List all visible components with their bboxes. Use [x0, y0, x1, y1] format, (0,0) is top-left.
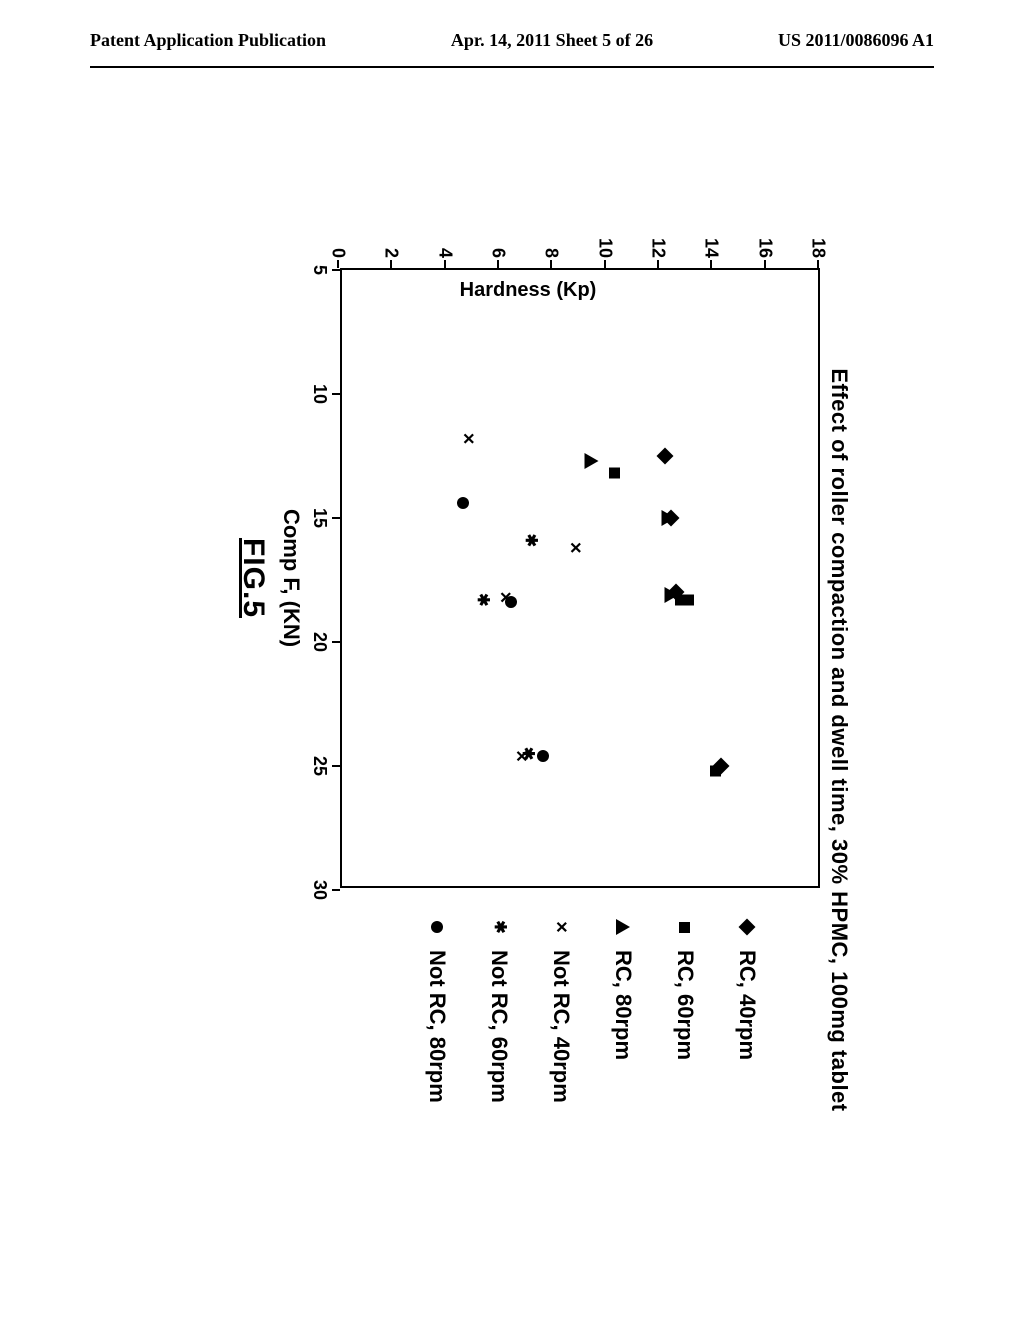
y-tick-label: 6 — [488, 248, 509, 258]
square-icon — [680, 922, 691, 933]
data-point: ✱ — [473, 593, 491, 606]
data-point: × — [564, 542, 582, 554]
legend-item: ✱ Not RC, 60rpm — [486, 914, 512, 1103]
triangle-icon — [584, 453, 598, 469]
asterisk-icon: ✱ — [523, 534, 537, 547]
legend-symbol: ✱ — [492, 914, 506, 940]
legend-symbol: × — [554, 914, 568, 940]
y-tick — [817, 260, 819, 268]
square-icon — [683, 594, 694, 605]
diamond-icon — [739, 919, 756, 936]
legend: RC, 40rpm RC, 60rpm RC, 80rpm × Not RC, 40rp… — [388, 914, 760, 1103]
x-tick — [332, 641, 340, 643]
data-point — [579, 453, 598, 469]
plot-area: 02468101214161851015202530××××✱✱✱ — [340, 268, 820, 888]
header-left: Patent Application Publication — [90, 30, 326, 51]
legend-label: Not RC, 60rpm — [486, 950, 512, 1103]
y-tick — [390, 260, 392, 268]
dot-icon — [457, 497, 469, 509]
triangle-icon — [616, 919, 630, 935]
data-point — [657, 510, 676, 526]
x-tick — [332, 765, 340, 767]
x-tick — [332, 889, 340, 891]
y-tick-label: 0 — [328, 248, 349, 258]
legend-label: RC, 80rpm — [610, 950, 636, 1060]
x-tick-label: 5 — [309, 265, 330, 275]
diamond-icon — [657, 448, 674, 465]
x-tick — [332, 393, 340, 395]
legend-symbol — [431, 914, 443, 940]
square-icon — [609, 468, 620, 479]
y-tick — [337, 260, 339, 268]
y-tick — [657, 260, 659, 268]
y-tick-label: 4 — [434, 248, 455, 258]
data-point — [654, 450, 672, 462]
legend-label: Not RC, 80rpm — [424, 950, 450, 1103]
y-tick — [497, 260, 499, 268]
x-tick-label: 15 — [309, 508, 330, 528]
legend-label: Not RC, 40rpm — [548, 950, 574, 1103]
y-tick-label: 16 — [754, 238, 775, 258]
data-point — [659, 587, 678, 603]
y-tick-label: 8 — [541, 248, 562, 258]
asterisk-icon: ✱ — [475, 593, 489, 606]
triangle-icon — [664, 587, 678, 603]
header-center: Apr. 14, 2011 Sheet 5 of 26 — [451, 30, 653, 51]
y-tick — [550, 260, 552, 268]
data-point — [604, 468, 622, 479]
x-icon: × — [461, 433, 475, 445]
data-point — [705, 765, 723, 776]
y-tick-label: 12 — [648, 238, 669, 258]
dot-icon — [537, 750, 549, 762]
x-tick-label: 25 — [309, 756, 330, 776]
y-tick-label: 10 — [594, 238, 615, 258]
y-tick — [764, 260, 766, 268]
legend-label: RC, 60rpm — [672, 950, 698, 1060]
y-tick — [710, 260, 712, 268]
y-tick-label: 14 — [701, 238, 722, 258]
x-icon: × — [554, 921, 568, 933]
x-tick — [332, 269, 340, 271]
y-tick — [444, 260, 446, 268]
header-right: US 2011/0086096 A1 — [778, 30, 934, 51]
x-axis-label: Comp F, (KN) — [278, 268, 304, 888]
data-point: × — [457, 433, 475, 445]
legend-item: RC, 80rpm — [610, 914, 636, 1103]
legend-label: RC, 40rpm — [734, 950, 760, 1060]
chart-title: Effect of roller compaction and dwell ti… — [826, 210, 852, 1270]
dot-icon — [505, 596, 517, 608]
x-tick-label: 10 — [309, 384, 330, 404]
legend-symbol — [616, 914, 630, 940]
y-tick — [604, 260, 606, 268]
data-point — [452, 497, 470, 509]
legend-symbol — [741, 914, 753, 940]
figure-container: Effect of roller compaction and dwell ti… — [172, 210, 852, 1270]
y-tick-label: 2 — [381, 248, 402, 258]
asterisk-icon: ✱ — [492, 920, 506, 933]
data-point — [532, 750, 550, 762]
x-icon: × — [568, 542, 582, 554]
data-point — [678, 594, 696, 605]
data-point: ✱ — [521, 534, 539, 547]
x-tick-label: 20 — [309, 632, 330, 652]
triangle-icon — [662, 510, 676, 526]
legend-item: RC, 60rpm — [672, 914, 698, 1103]
data-point — [500, 596, 518, 608]
dot-icon — [431, 921, 443, 933]
legend-item: RC, 40rpm — [734, 914, 760, 1103]
header-rule — [90, 66, 934, 68]
x-tick-label: 30 — [309, 880, 330, 900]
figure-label: FIG.5 — [236, 268, 270, 888]
legend-item: Not RC, 80rpm — [424, 914, 450, 1103]
legend-symbol — [680, 914, 691, 940]
x-tick — [332, 517, 340, 519]
y-tick-label: 18 — [808, 238, 829, 258]
legend-item: × Not RC, 40rpm — [548, 914, 574, 1103]
plot-outer: Hardness (Kp) 02468101214161851015202530… — [236, 268, 820, 888]
square-icon — [710, 765, 721, 776]
